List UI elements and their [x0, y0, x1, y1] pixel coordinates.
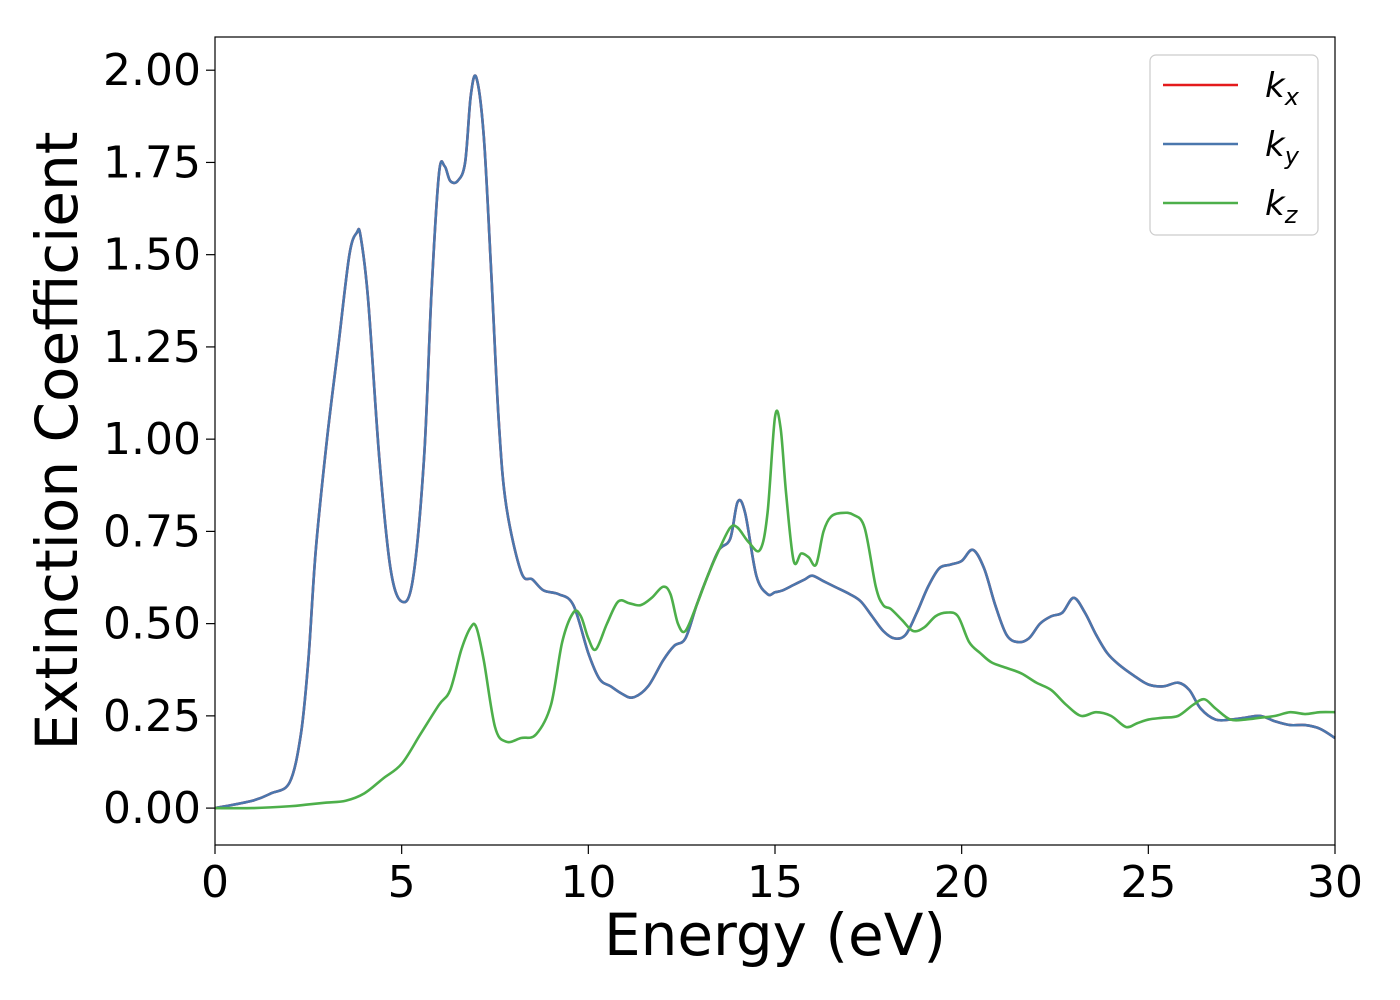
y-tick-label: 1.25 — [103, 322, 201, 373]
x-tick-label: 20 — [934, 857, 990, 908]
x-tick-label: 5 — [388, 857, 416, 908]
y-axis-label: Extinction Coefficient — [23, 132, 91, 751]
legend-label-x: kx — [1265, 66, 1300, 111]
series-line-z — [214, 409, 1336, 810]
y-tick-label: 1.75 — [103, 137, 201, 188]
legend-label-y: ky — [1265, 125, 1300, 170]
y-tick-label: 0.25 — [103, 691, 201, 742]
x-tick-label: 0 — [201, 857, 229, 908]
y-tick-label: 1.50 — [103, 230, 201, 281]
y-axis-ticks: 0.00 0.25 0.50 0.75 1.00 1.25 1.50 1.75 2.00 — [103, 45, 215, 834]
y-tick-label: 2.00 — [103, 45, 201, 96]
legend: kx ky kz — [1149, 54, 1319, 236]
series-line-y — [214, 74, 1336, 810]
x-tick-label: 15 — [747, 857, 803, 908]
y-tick-label: 1.00 — [103, 414, 201, 465]
x-axis-label: Energy (eV) — [604, 901, 946, 969]
x-axis-ticks: 0 5 10 15 20 25 30 — [201, 845, 1363, 908]
y-tick-label: 0.00 — [103, 783, 201, 834]
series-layer — [214, 74, 1336, 810]
y-tick-label: 0.50 — [103, 599, 201, 650]
plot-background — [215, 37, 1335, 845]
x-tick-label: 10 — [560, 857, 616, 908]
x-tick-label: 30 — [1307, 857, 1363, 908]
x-tick-label: 25 — [1120, 857, 1176, 908]
y-tick-label: 0.75 — [103, 506, 201, 557]
legend-label-z: kz — [1265, 184, 1299, 229]
